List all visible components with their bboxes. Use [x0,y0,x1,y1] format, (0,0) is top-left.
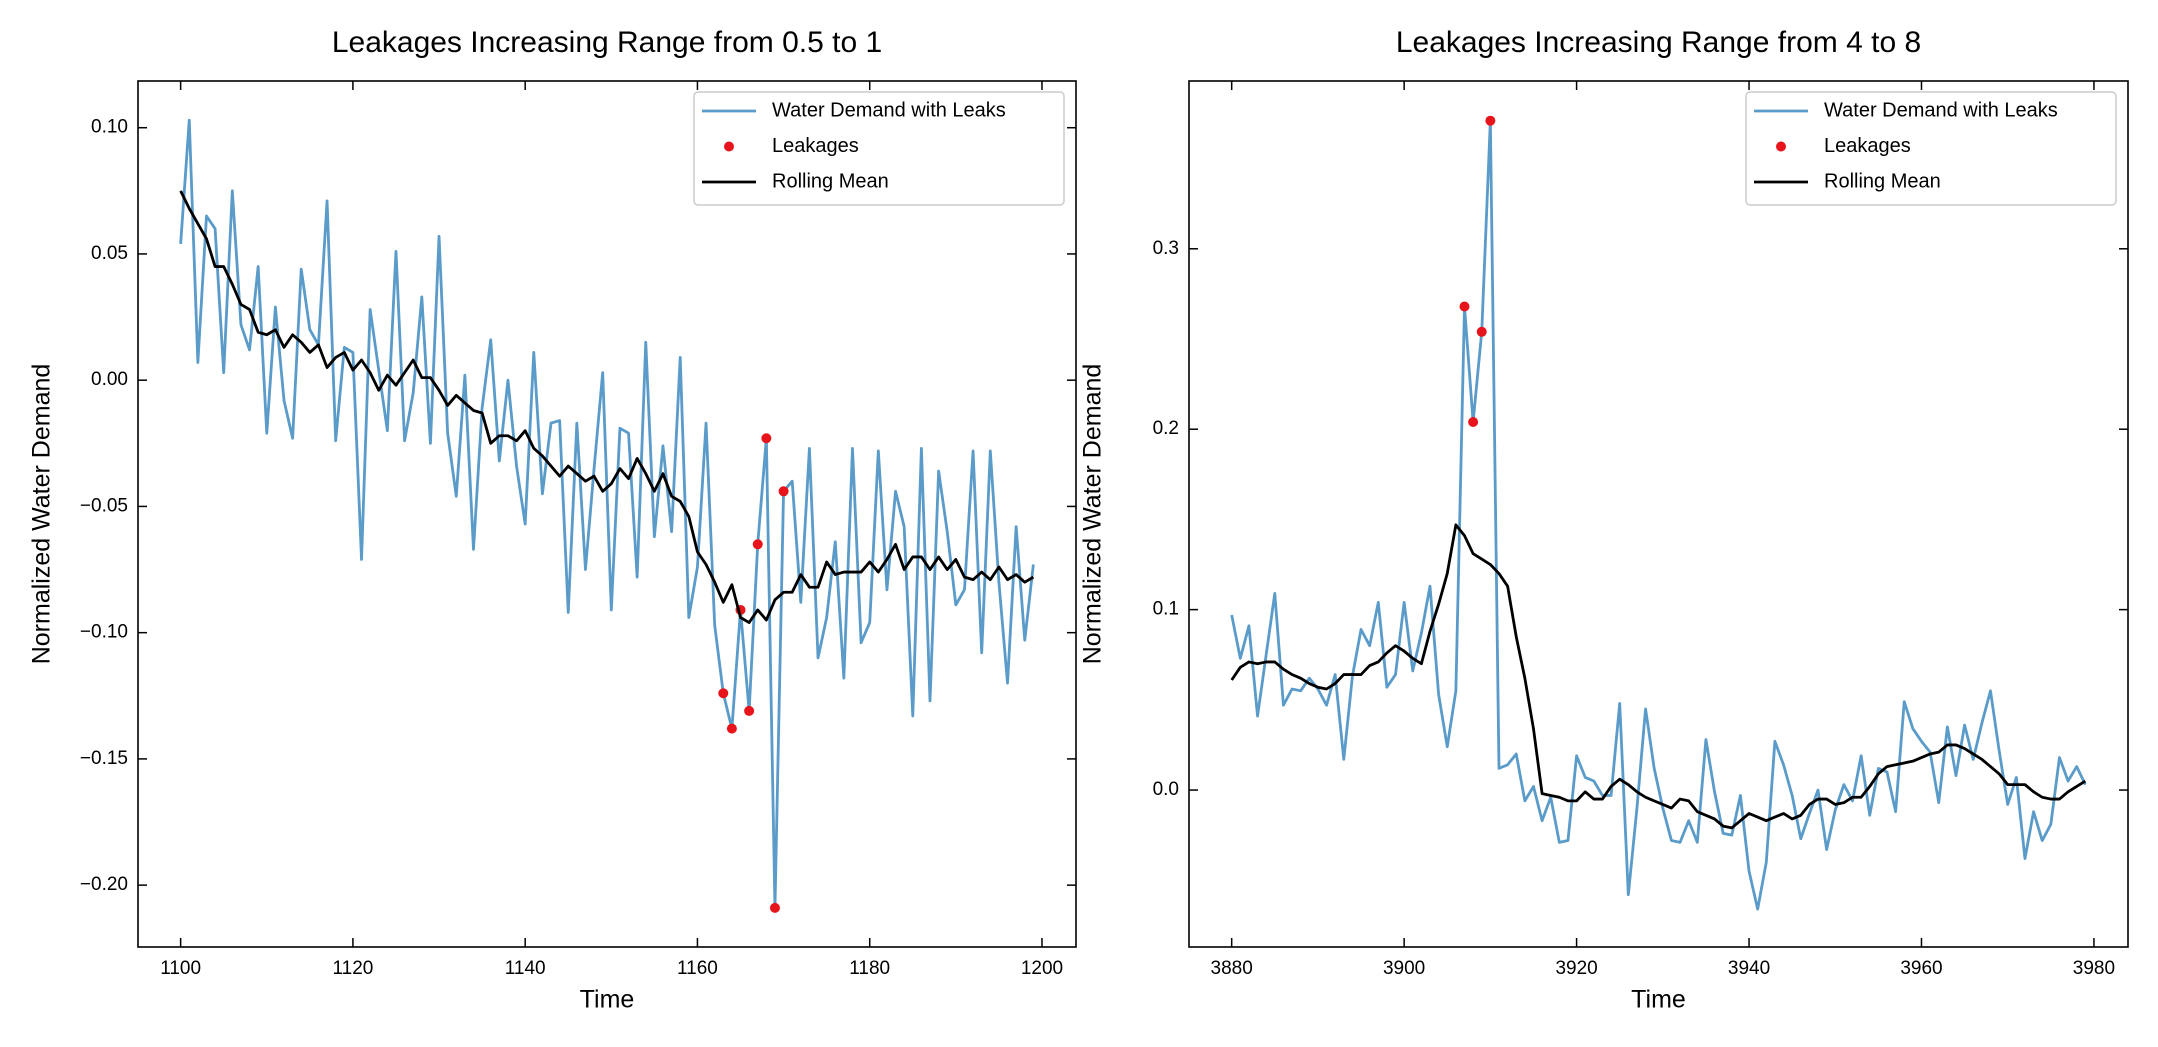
x-tick-label: 1180 [849,958,890,979]
plot-area [179,118,1035,913]
legend-label: Rolling Mean [1824,170,1941,192]
panel: Leakages Increasing Range from 4 to 8 Tim… [1079,26,2129,1014]
y-tick-label: 0.2 [1153,418,1179,439]
chart-title: Leakages Increasing Range from 4 to 8 [1396,26,1921,59]
leak-point [1468,416,1479,427]
y-tick-label: 0.3 [1153,238,1179,259]
x-tick-label: 1120 [332,958,373,979]
legend-label: Water Demand with Leaks [1824,99,2058,121]
leak-point [744,705,755,716]
x-tick-label: 1140 [505,958,546,979]
x-tick-label: 3960 [1900,958,1942,979]
leak-point [761,433,772,444]
legend-label: Leakages [772,135,859,157]
legend-label: Water Demand with Leaks [772,99,1006,121]
leak-point [718,688,729,699]
y-tick-label: 0.05 [91,243,128,264]
leak-point [769,902,780,913]
x-axis-label: Time [580,986,635,1014]
series-line [179,118,1035,910]
x-axis-label: Time [1631,986,1686,1014]
leak-point [1476,326,1487,337]
x-tick-label: 3880 [1211,958,1253,979]
legend: Water Demand with Leaks Leakages Rolling M… [693,91,1065,206]
y-tick-label: −0.20 [80,874,128,895]
series-line [1230,523,2087,830]
legend-box [1745,91,2117,206]
axes-frame [1188,80,2129,948]
y-tick-label: 0.0 [1153,779,1179,800]
axes-frame [137,80,1077,948]
x-tick-label: 3940 [1728,958,1770,979]
leak-point [778,486,789,497]
y-tick-label: −0.15 [80,748,128,769]
legend-box [693,91,1065,206]
plot-area [1230,115,2087,911]
series-line [1230,119,2087,911]
x-tick-label: 1100 [160,958,201,979]
y-tick-label: 0.10 [91,117,128,138]
series-line [179,190,1035,624]
x-tick-label: 3980 [2073,958,2115,979]
legend-label: Rolling Mean [772,170,889,192]
leak-point [1459,301,1470,312]
legend-marker [724,141,734,152]
legend: Water Demand with Leaks Leakages Rolling M… [1745,91,2117,206]
y-tick-label: 0.1 [1153,599,1179,620]
x-tick-label: 3920 [1555,958,1597,979]
y-axis-label: Normalized Water Demand [28,364,56,665]
leak-point [752,539,763,550]
leak-point [1485,115,1496,126]
x-tick-label: 1200 [1021,958,1063,979]
y-tick-label: −0.05 [80,495,128,516]
y-tick-label: −0.10 [80,622,128,643]
panel: Leakages Increasing Range from 0.5 to 1 T… [28,26,1077,1014]
leak-point [726,723,737,734]
legend-marker [1776,141,1786,152]
legend-label: Leakages [1824,135,1911,157]
y-tick-label: 0.00 [91,369,128,390]
x-tick-label: 1160 [677,958,718,979]
y-axis-label: Normalized Water Demand [1079,364,1107,665]
chart-title: Leakages Increasing Range from 0.5 to 1 [332,26,882,59]
x-tick-label: 3900 [1383,958,1425,979]
